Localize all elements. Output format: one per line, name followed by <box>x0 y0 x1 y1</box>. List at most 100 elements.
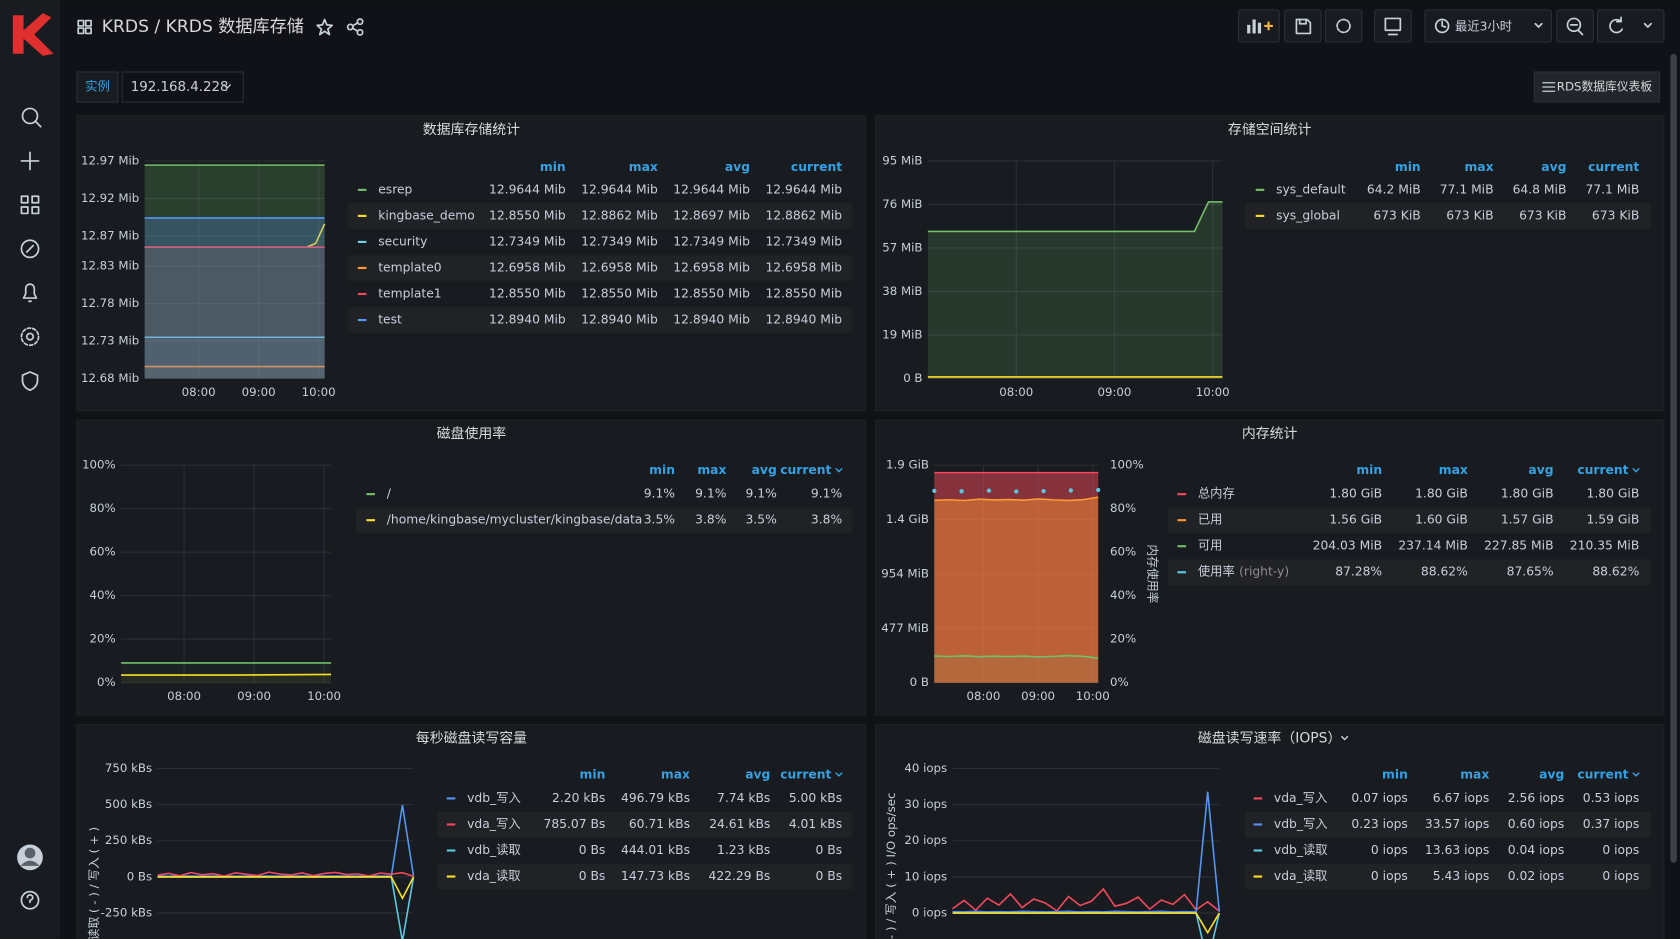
legend-name[interactable]: 使用率 <box>1198 564 1235 579</box>
legend-header[interactable]: max <box>1460 767 1489 781</box>
series-line <box>121 673 332 676</box>
legend-name[interactable]: esrep <box>378 182 412 196</box>
legend-name[interactable]: 可用 <box>1198 539 1223 553</box>
variable-select[interactable] <box>121 71 244 103</box>
add-panel-icon <box>1247 19 1262 34</box>
legend-name[interactable]: template0 <box>378 260 442 274</box>
panel <box>76 419 867 716</box>
save-icon <box>1295 18 1312 35</box>
series-line <box>934 496 1099 502</box>
y2-tick-label: 80% <box>1110 501 1136 515</box>
legend-value: 12.8550 Mib <box>581 286 658 300</box>
logo[interactable] <box>12 13 54 56</box>
legend-header[interactable]: current <box>791 160 842 174</box>
legend-name[interactable]: 已用 <box>1198 513 1223 527</box>
tv-button[interactable] <box>1374 9 1412 43</box>
legend-name[interactable]: vdb_写入 <box>1274 817 1328 831</box>
legend-value: 12.8862 Mib <box>581 208 658 222</box>
x-tick-label: 10:00 <box>1076 689 1110 703</box>
legend-value: 12.7349 Mib <box>765 234 842 248</box>
legend-header[interactable]: min <box>540 160 566 174</box>
legend-name[interactable]: vda_读取 <box>467 869 520 883</box>
legend-value: 12.8940 Mib <box>489 313 566 327</box>
area <box>144 337 325 379</box>
legend-value: 1.80 GiB <box>1587 487 1640 501</box>
save-button[interactable] <box>1284 9 1322 43</box>
x-tick-label: 08:00 <box>967 689 1001 703</box>
legend-header[interactable]: avg <box>745 767 770 781</box>
legend-name[interactable]: vda_写入 <box>467 817 520 831</box>
legend-name[interactable]: / <box>387 487 392 501</box>
y-tick-label: 500 kBs <box>105 797 152 811</box>
legend-header[interactable]: avg <box>752 463 777 477</box>
legend-header[interactable]: max <box>1439 463 1468 477</box>
legend-value: 0.23 iops <box>1351 817 1408 831</box>
legend-header[interactable]: max <box>661 767 690 781</box>
legend-name[interactable]: sys_default <box>1276 182 1346 196</box>
legend-header[interactable]: min <box>1382 767 1408 781</box>
legend-header[interactable]: min <box>1395 160 1421 174</box>
legend-header[interactable]: min <box>1356 463 1382 477</box>
legend-header[interactable]: avg <box>725 160 750 174</box>
legend-header[interactable]: avg <box>1541 160 1566 174</box>
legend-value: 64.2 MiB <box>1367 182 1421 196</box>
legend-row-bg <box>348 307 852 333</box>
breadcrumb[interactable]: KRDS / KRDS 数据库存储 <box>102 17 304 37</box>
legend-name[interactable]: 总内存 <box>1198 487 1235 501</box>
series-line <box>952 912 1220 935</box>
legend-header[interactable]: current <box>1577 463 1628 477</box>
legend-name[interactable]: vdb_读取 <box>467 843 521 857</box>
time-range: 最近3小时 <box>1455 20 1512 34</box>
legend-header[interactable]: current <box>1577 767 1628 781</box>
legend-name[interactable]: security <box>378 234 427 248</box>
legend-name[interactable]: vda_写入 <box>1274 791 1327 805</box>
share-icon[interactable] <box>346 18 364 36</box>
legend-name[interactable]: vdb_写入 <box>467 791 521 805</box>
legend-name[interactable]: kingbase_demo <box>378 208 475 222</box>
legend-value: 673 KiB <box>1446 208 1493 222</box>
legend-name[interactable]: template1 <box>378 286 441 300</box>
legend-header[interactable]: min <box>580 767 606 781</box>
data-point <box>1014 489 1019 494</box>
sidebar-icons[interactable] <box>20 107 42 910</box>
legend-value: 3.8% <box>695 513 727 527</box>
legend-header[interactable]: max <box>1464 160 1493 174</box>
y2-tick-label: 20% <box>1110 632 1136 646</box>
settings-button[interactable] <box>1324 9 1363 43</box>
area <box>934 497 1099 683</box>
apps-icon[interactable] <box>77 19 92 35</box>
legend-header[interactable]: current <box>780 767 831 781</box>
legend-header[interactable]: current <box>1588 160 1639 174</box>
time-picker[interactable] <box>1424 9 1552 43</box>
scrollbar[interactable] <box>1670 53 1677 863</box>
legend-value: 3.8% <box>811 513 843 527</box>
series-line <box>952 791 1221 913</box>
legend-name[interactable]: sys_global <box>1276 208 1340 222</box>
legend-header[interactable]: min <box>649 463 675 477</box>
panel-title: 存储空间统计 <box>1228 122 1312 138</box>
series-line <box>927 201 1223 233</box>
area <box>144 247 325 379</box>
legend-header[interactable]: max <box>629 160 658 174</box>
legend-value: 9.1% <box>644 487 676 501</box>
legend-name[interactable]: /home/kingbase/mycluster/kingbase/data <box>387 513 643 527</box>
area <box>144 217 325 379</box>
star-icon[interactable] <box>316 18 333 36</box>
legend-value: 7.74 kBs <box>717 791 770 805</box>
legend-value: 12.8940 Mib <box>765 313 842 327</box>
legend-value: 12.7349 Mib <box>489 234 566 248</box>
legend-value: 88.62% <box>1592 565 1639 579</box>
legend-row-bg <box>1245 863 1650 890</box>
zoom-out-button[interactable] <box>1556 9 1594 43</box>
legend-header[interactable]: max <box>697 463 726 477</box>
legend-header[interactable]: current <box>780 463 831 477</box>
legend-header[interactable]: avg <box>1528 463 1553 477</box>
legend-name[interactable]: vdb_读取 <box>1274 843 1328 857</box>
panel <box>874 115 1665 412</box>
refresh-button[interactable] <box>1596 9 1665 43</box>
legend-value: 5.43 iops <box>1433 869 1490 883</box>
legend-name[interactable]: test <box>378 313 402 327</box>
legend-name[interactable]: vda_读取 <box>1274 869 1327 883</box>
legend-header[interactable]: avg <box>1539 767 1564 781</box>
legend-value: 9.1% <box>811 487 843 501</box>
